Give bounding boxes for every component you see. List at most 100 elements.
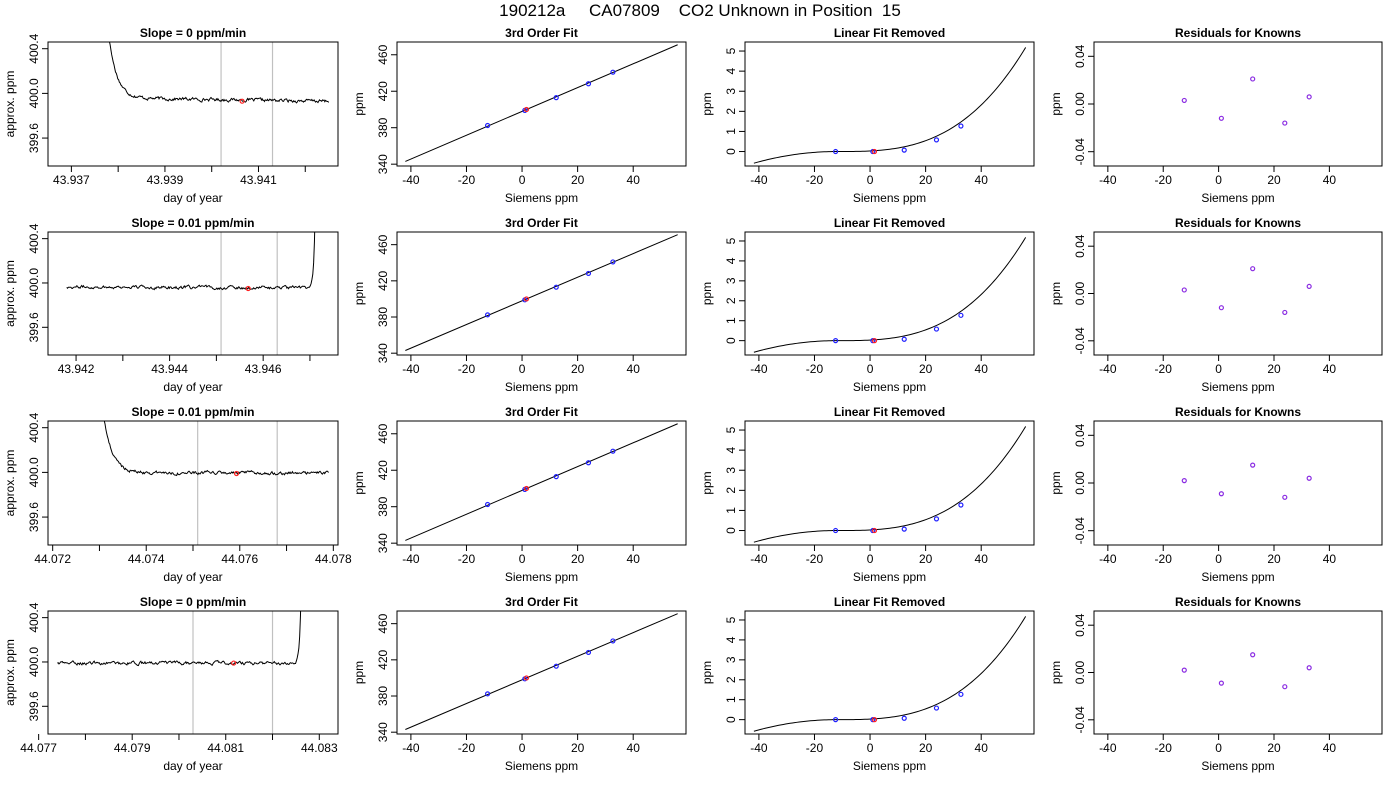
x-axis-label: Siemens ppm: [1201, 380, 1274, 394]
x-tick-label: -20: [1155, 173, 1173, 187]
chart-title: 3rd Order Fit: [505, 405, 578, 419]
x-tick-label: 20: [1267, 741, 1281, 755]
panel-1-0: Slope = 0.01 ppm/min day of year approx. p…: [3, 216, 339, 394]
chart-title: Residuals for Knowns: [1175, 216, 1301, 230]
x-tick-label: -20: [1155, 362, 1173, 376]
chart-title: 3rd Order Fit: [505, 595, 578, 609]
known-point: [484, 312, 491, 318]
y-axis-label: ppm: [700, 661, 714, 684]
residual-point: [1306, 94, 1312, 100]
known-point: [832, 148, 839, 155]
plot-frame: [1093, 231, 1383, 356]
y-tick-label: 400.0: [27, 268, 41, 298]
panel-2-0: Slope = 0.01 ppm/min day of year approx. p…: [3, 405, 352, 584]
y-tick-label: 1: [724, 507, 738, 514]
y-axis-label: ppm: [1049, 471, 1063, 494]
chart-title: Residuals for Knowns: [1175, 26, 1301, 40]
plot-frame: [744, 231, 1035, 356]
x-tick-label: 20: [571, 173, 585, 187]
y-tick-label: 0.04: [1073, 423, 1087, 447]
x-tick-label: -20: [1155, 741, 1173, 755]
unknown-point: [231, 660, 237, 666]
chart-title: Residuals for Knowns: [1175, 595, 1301, 609]
x-tick-label: 20: [919, 741, 933, 755]
y-tick-label: 5: [724, 426, 738, 433]
chart-title: Slope = 0.01 ppm/min: [131, 216, 254, 230]
x-tick-label: 40: [1323, 552, 1337, 566]
y-axis-label: ppm: [1049, 282, 1063, 305]
plot-area: [753, 426, 1027, 543]
residual-point: [1250, 652, 1256, 658]
x-tick-label: 20: [571, 362, 585, 376]
x-tick-label: 20: [919, 173, 933, 187]
plot-frame: [396, 231, 687, 356]
x-axis-label: day of year: [163, 380, 222, 394]
chart-title: Slope = 0.01 ppm/min: [131, 405, 254, 419]
fit-line: [405, 423, 678, 541]
known-point: [958, 312, 964, 318]
fit-curve: [753, 426, 1027, 543]
x-tick-label: 40: [975, 173, 989, 187]
residual-point: [1250, 266, 1256, 272]
x-tick-label: 0: [519, 173, 526, 187]
y-tick-label: 420: [376, 650, 390, 670]
x-axis-label: day of year: [163, 759, 222, 773]
chart-title: Linear Fit Removed: [834, 216, 945, 230]
x-axis-label: day of year: [163, 191, 222, 205]
x-tick-label: -40: [750, 741, 768, 755]
x-tick-label: 40: [975, 741, 989, 755]
known-point: [901, 526, 907, 532]
known-point: [585, 649, 592, 656]
plot-frame: [1093, 610, 1383, 735]
x-tick-label: 0: [519, 552, 526, 566]
known-point: [958, 691, 964, 697]
time-series-line: [66, 232, 316, 291]
x-tick-label: 20: [1267, 552, 1281, 566]
y-tick-label: 400.4: [27, 602, 41, 632]
y-tick-label: 0.00: [1073, 471, 1087, 495]
known-point: [901, 336, 907, 342]
y-tick-label: 0.04: [1073, 613, 1087, 637]
known-point: [958, 502, 964, 508]
fit-line: [405, 613, 678, 730]
y-tick-label: 4: [724, 257, 738, 264]
x-tick-label: 20: [1267, 173, 1281, 187]
y-axis-label: ppm: [1049, 661, 1063, 684]
known-point: [585, 460, 592, 466]
y-tick-label: 0.00: [1073, 92, 1087, 116]
plot-area: [57, 611, 302, 734]
y-tick-label: 460: [376, 423, 390, 443]
unknown-point: [245, 285, 251, 292]
x-tick-label: -20: [806, 552, 824, 566]
y-tick-label: 0.00: [1073, 660, 1087, 684]
y-tick-label: 420: [376, 271, 390, 291]
known-point: [933, 516, 940, 522]
plot-area: [405, 234, 678, 351]
x-tick-label: 44.074: [128, 552, 165, 566]
plot-area: [405, 44, 678, 162]
y-tick-label: -0.04: [1073, 517, 1087, 545]
panel-3-3: Residuals for Knowns Siemens ppm ppm -40 -20…: [1049, 595, 1383, 773]
y-tick-label: 5: [724, 237, 738, 244]
panel-0-1: 3rd Order Fit Siemens ppm ppm -40 -20 0 20 40 34…: [352, 26, 687, 205]
plot-area: [405, 613, 678, 730]
y-axis-label: ppm: [1049, 92, 1063, 115]
x-tick-label: 0: [1215, 741, 1222, 755]
y-tick-label: 0: [724, 337, 738, 344]
x-axis-label: Siemens ppm: [1201, 570, 1274, 584]
y-tick-label: 380: [376, 307, 390, 327]
x-tick-label: -40: [1099, 173, 1117, 187]
y-tick-label: 399.6: [27, 691, 41, 721]
y-tick-label: 400.0: [27, 457, 41, 487]
y-tick-label: 340: [376, 343, 390, 363]
y-tick-label: 400.4: [27, 412, 41, 442]
known-point: [870, 717, 876, 723]
y-tick-label: 460: [376, 613, 390, 633]
x-tick-label: 43.941: [240, 173, 277, 187]
x-tick-label: -40: [402, 552, 420, 566]
chart-title: Linear Fit Removed: [834, 595, 945, 609]
y-tick-label: 4: [724, 67, 738, 74]
x-tick-label: 20: [571, 741, 585, 755]
x-tick-label: 44.081: [207, 741, 244, 755]
plot-frame: [744, 610, 1035, 735]
